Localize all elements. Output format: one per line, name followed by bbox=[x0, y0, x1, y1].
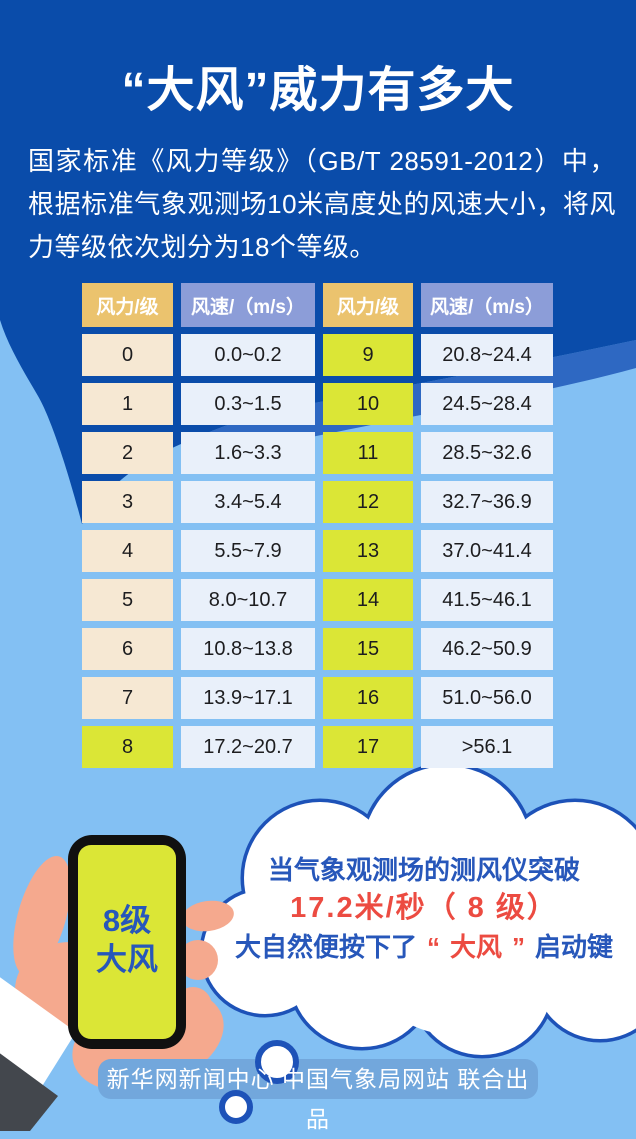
level-cell-highlighted: 14 bbox=[323, 579, 413, 621]
speed-cell: 3.4~5.4 bbox=[181, 481, 315, 523]
level-cell-highlighted: 11 bbox=[323, 432, 413, 474]
speed-cell: 0.0~0.2 bbox=[181, 334, 315, 376]
thought-bubble-small bbox=[219, 1090, 253, 1124]
level-cell-highlighted: 8 bbox=[82, 726, 173, 768]
cloud-line-3-keyword: 大风 bbox=[449, 932, 502, 962]
speed-cell: 8.0~10.7 bbox=[181, 579, 315, 621]
phone-screen-line-2: 大风 bbox=[96, 942, 158, 977]
speed-cell: 24.5~28.4 bbox=[421, 383, 553, 425]
open-quote: “ bbox=[426, 932, 440, 962]
speed-cell: 41.5~46.1 bbox=[421, 579, 553, 621]
level-cell: 3 bbox=[82, 481, 173, 523]
speed-cell: 5.5~7.9 bbox=[181, 530, 315, 572]
cloud-line-3-suffix: 启动键 bbox=[535, 932, 614, 962]
footer-credit: 新华网新闻中心 中国气象局网站 联合出品 bbox=[106, 1066, 530, 1132]
speed-cell: 28.5~32.6 bbox=[421, 432, 553, 474]
middle-finger bbox=[178, 940, 218, 980]
speed-cell: 37.0~41.4 bbox=[421, 530, 553, 572]
level-cell: 1 bbox=[82, 383, 173, 425]
speed-cell: 17.2~20.7 bbox=[181, 726, 315, 768]
level-cell: 4 bbox=[82, 530, 173, 572]
footer-pill bbox=[98, 1059, 538, 1099]
table-header-speed-left: 风速/（m/s） bbox=[181, 283, 315, 327]
speed-cell: 46.2~50.9 bbox=[421, 628, 553, 670]
thought-cloud-fill bbox=[203, 766, 636, 1055]
thought-bubble-large bbox=[255, 1040, 299, 1084]
level-cell-highlighted: 13 bbox=[323, 530, 413, 572]
cloud-callout-text: 当气象观测场的测风仪突破 17.2米/秒（ 8 级） 大自然便按下了 “ 大风 ” 启动… bbox=[212, 852, 636, 966]
speed-cell: 10.8~13.8 bbox=[181, 628, 315, 670]
speed-cell: 13.9~17.1 bbox=[181, 677, 315, 719]
level-cell-highlighted: 17 bbox=[323, 726, 413, 768]
thumb bbox=[13, 856, 71, 976]
page-title: “大风”威力有多大 bbox=[121, 64, 515, 117]
cloud-line-1: 当气象观测场的测风仪突破 bbox=[267, 855, 580, 885]
close-quote: ” bbox=[512, 932, 525, 962]
thought-bubbles bbox=[219, 1040, 299, 1124]
level-cell: 0 bbox=[82, 334, 173, 376]
table-header-speed-right: 风速/（m/s） bbox=[421, 283, 553, 327]
level-cell-highlighted: 12 bbox=[323, 481, 413, 523]
phone-screen-text: 8级 大风 bbox=[68, 901, 186, 979]
cloud-line-3: 大自然便按下了 “ 大风 ” 启动键 bbox=[212, 928, 636, 966]
suit-sleeve bbox=[0, 1053, 58, 1131]
speed-cell: 20.8~24.4 bbox=[421, 334, 553, 376]
speed-cell: 32.7~36.9 bbox=[421, 481, 553, 523]
cloud-line-3-prefix: 大自然便按下了 bbox=[234, 932, 417, 962]
level-cell-highlighted: 15 bbox=[323, 628, 413, 670]
table-header-level-right: 风力/级 bbox=[323, 283, 413, 327]
level-cell: 5 bbox=[82, 579, 173, 621]
level-cell-highlighted: 16 bbox=[323, 677, 413, 719]
level-cell-highlighted: 10 bbox=[323, 383, 413, 425]
speed-cell: 1.6~3.3 bbox=[181, 432, 315, 474]
speed-cell: >56.1 bbox=[421, 726, 553, 768]
level-cell-highlighted: 9 bbox=[323, 334, 413, 376]
cloud-line-2-highlight: 17.2米/秒（ 8 级） bbox=[290, 892, 558, 924]
index-finger bbox=[182, 900, 234, 932]
wind-scale-table: 风力/级 风速/（m/s） 风力/级 风速/（m/s） 0 0.0~0.2 9 … bbox=[82, 283, 553, 768]
speed-cell: 51.0~56.0 bbox=[421, 677, 553, 719]
phone-screen bbox=[78, 845, 176, 1039]
phone-screen-line-1: 8级 bbox=[102, 903, 152, 938]
table-header-level-left: 风力/级 bbox=[82, 283, 173, 327]
level-cell: 6 bbox=[82, 628, 173, 670]
intro-paragraph: 国家标准《风力等级》（GB/T 28591-2012）中，根据标准气象观测场10… bbox=[28, 146, 616, 262]
level-cell: 2 bbox=[82, 432, 173, 474]
speed-cell: 0.3~1.5 bbox=[181, 383, 315, 425]
level-cell: 7 bbox=[82, 677, 173, 719]
